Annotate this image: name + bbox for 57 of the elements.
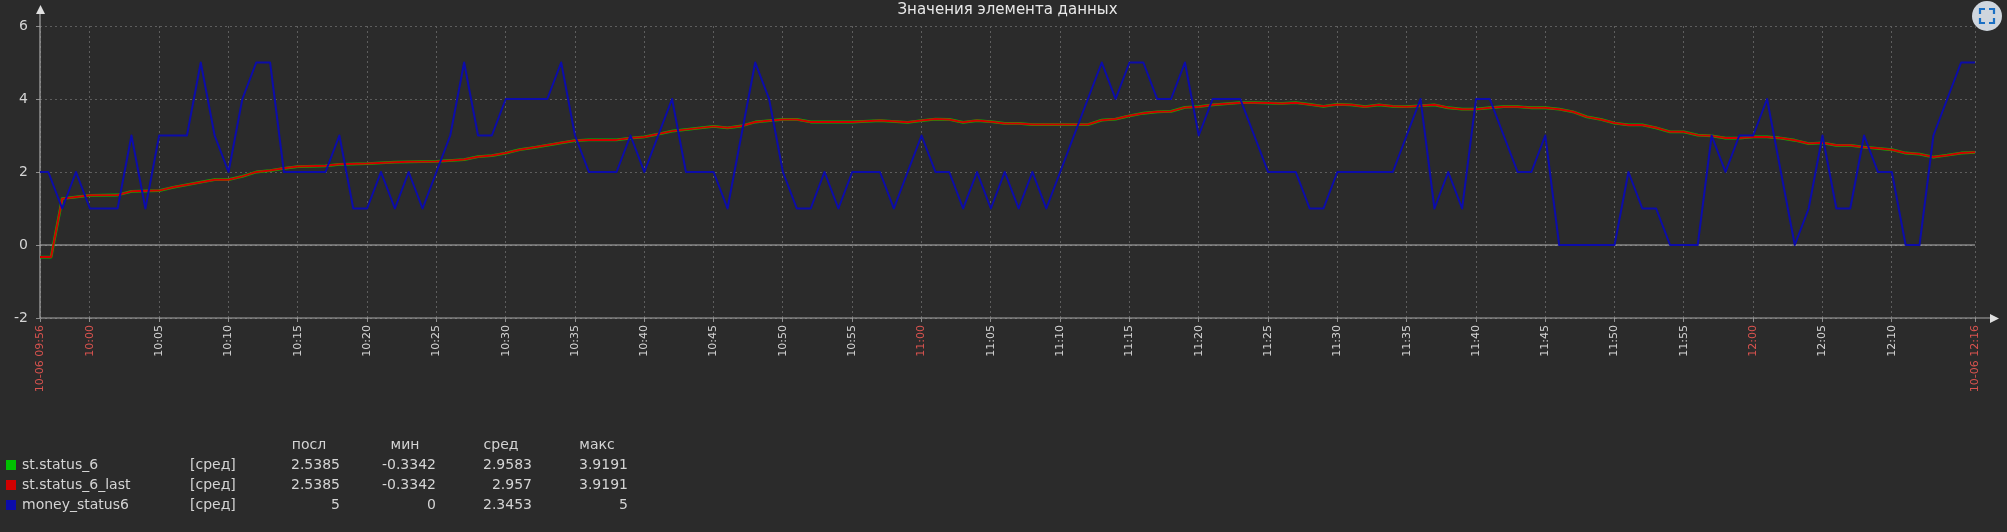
x-tick-label: 10:40 [637, 325, 651, 357]
x-tick-label: 11:45 [1538, 325, 1552, 357]
x-tick-label: 11:20 [1191, 325, 1205, 357]
chart-title: Значения элемента данных [897, 0, 1118, 19]
x-tick-label: 11:10 [1053, 325, 1067, 357]
x-tick-label: 12:05 [1815, 325, 1829, 357]
x-tick-label: 10:45 [706, 325, 720, 357]
x-tick-label: 10:15 [290, 325, 304, 357]
y-tick-label: 2 [19, 162, 28, 179]
text: -0.3342 [381, 455, 436, 472]
text: посл [291, 435, 327, 452]
text: сред [483, 435, 519, 452]
x-tick-label: 11:40 [1468, 325, 1482, 357]
x-tick-label: 10:35 [567, 325, 581, 357]
text: -0.3342 [381, 475, 436, 492]
y-tick-label: 6 [19, 16, 29, 33]
x-tick-label: 11:30 [1330, 325, 1344, 357]
y-tick-label: 0 [19, 235, 28, 252]
x-tick-label: 10-06 09:56 [32, 325, 46, 393]
x-tick-label: 11:35 [1399, 325, 1413, 357]
text: 2.3453 [483, 495, 532, 512]
x-tick-label: 10:00 [82, 325, 96, 357]
x-tick-label: 10:30 [498, 325, 512, 357]
x-tick-label: 11:55 [1676, 325, 1690, 357]
y-tick-label: 4 [19, 89, 29, 106]
text: 3.9191 [579, 475, 628, 492]
x-tick-label: 10:25 [429, 325, 443, 357]
text: 5 [331, 495, 340, 512]
x-tick-label: 11:00 [914, 325, 928, 357]
x-tick-label: 11:15 [1122, 325, 1136, 357]
x-tick-label: 11:05 [983, 325, 997, 357]
x-tick-label: 10:20 [359, 325, 373, 357]
text: 5 [619, 495, 628, 512]
text: [сред] [190, 455, 236, 472]
text: 2.957 [491, 475, 532, 492]
x-tick-label: 10:10 [221, 325, 235, 357]
x-tick-label: 11:25 [1260, 325, 1274, 357]
x-tick-label: 10:50 [775, 325, 789, 357]
text: [сред] [190, 495, 236, 512]
text: мин [390, 435, 420, 452]
legend-label: money_status6 [22, 495, 129, 512]
x-tick-label: 10:05 [152, 325, 166, 357]
text: макс [579, 435, 615, 452]
text: 3.9191 [579, 455, 628, 472]
x-tick-label: 12:10 [1884, 325, 1898, 357]
text: 2.5385 [291, 475, 340, 492]
x-tick-label: 12:00 [1746, 325, 1760, 357]
text: 0 [427, 495, 436, 512]
legend-label: st.status_6_last [22, 475, 131, 492]
x-tick-label: 10:55 [845, 325, 859, 357]
y-tick-label: -2 [14, 308, 28, 325]
x-tick-label: 10-06 12:16 [1967, 325, 1981, 393]
text: [сред] [190, 475, 236, 492]
text: 2.5385 [291, 455, 340, 472]
x-tick-label: 11:50 [1607, 325, 1621, 357]
legend-label: st.status_6 [22, 455, 99, 472]
text: 2.9583 [483, 455, 532, 472]
